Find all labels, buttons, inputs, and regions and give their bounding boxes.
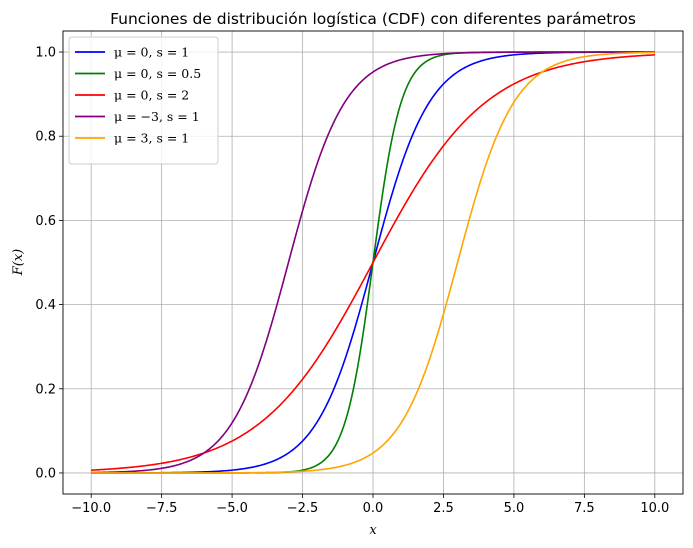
legend-box [68, 36, 219, 165]
y-tick-label: 0.4 [35, 298, 56, 313]
x-tick-label: 5.0 [504, 501, 525, 516]
legend: μ = 0, s = 1 μ = 0, s = 0.5 μ = 0, s = 2 μ … [68, 36, 219, 165]
y-tick-label: 0.0 [35, 466, 56, 481]
y-tick-label: 0.2 [35, 382, 56, 397]
legend-label: μ = 0, s = 0.5 [114, 66, 201, 81]
series-line-3 [91, 54, 655, 471]
x-tick-label: −7.5 [146, 501, 178, 516]
y-tick-label: 0.6 [35, 214, 56, 229]
x-tick-label: 0.0 [363, 501, 384, 516]
chart-title: Funciones de distribución logística (CDF… [110, 10, 636, 28]
legend-label: μ = −3, s = 1 [114, 109, 200, 124]
grid [63, 31, 683, 494]
series-line-5 [91, 51, 655, 474]
x-axis-label: x [369, 523, 377, 538]
axis-ticks: −10.0 −7.5 −5.0 −2.5 0.0 2.5 5.0 7.5 10.0 0.0 0.2 0… [35, 46, 669, 516]
series-line-4 [91, 51, 655, 474]
series-lines [91, 51, 655, 474]
x-tick-label: 7.5 [574, 501, 595, 516]
x-tick-label: 2.5 [433, 501, 454, 516]
x-tick-label: −2.5 [287, 501, 319, 516]
legend-label: μ = 0, s = 2 [114, 88, 189, 103]
y-axis-label: F(x) [11, 249, 26, 277]
y-tick-label: 1.0 [35, 46, 56, 61]
x-tick-label: 10.0 [640, 501, 669, 516]
x-tick-label: −10.0 [71, 501, 111, 516]
legend-label: μ = 3, s = 1 [114, 131, 189, 146]
x-tick-label: −5.0 [216, 501, 248, 516]
legend-label: μ = 0, s = 1 [114, 45, 189, 60]
y-tick-label: 0.8 [35, 130, 56, 145]
